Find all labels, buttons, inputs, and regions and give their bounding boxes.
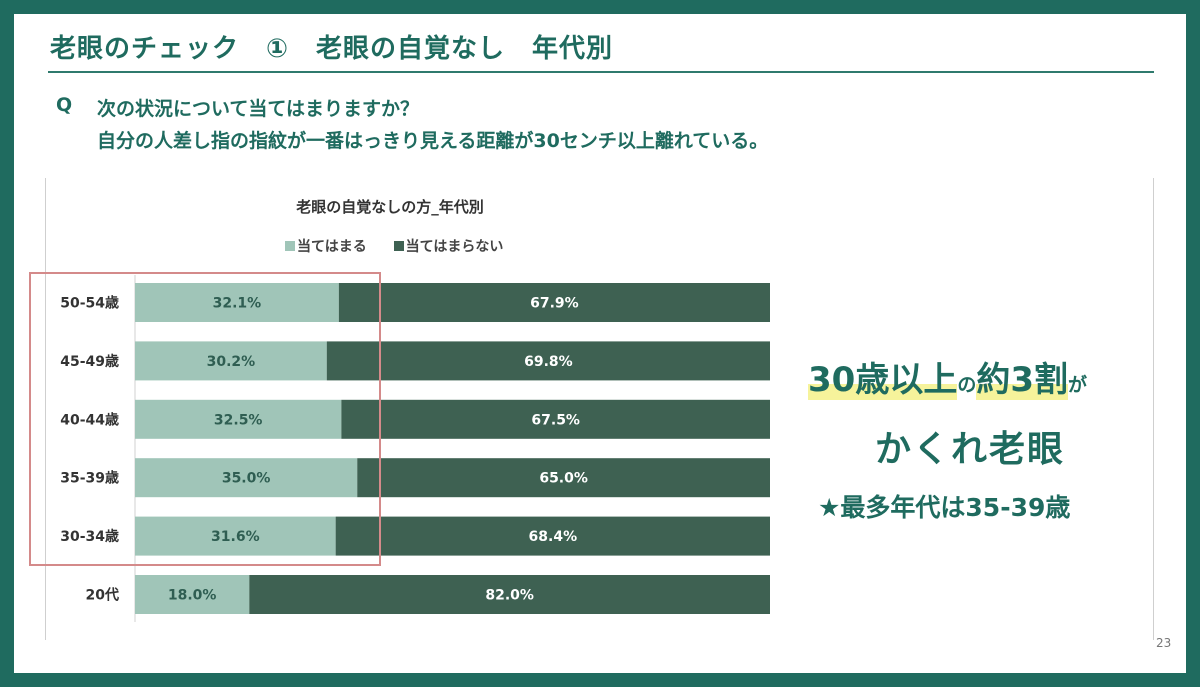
data-label-not-applies: 82.0% <box>485 588 534 604</box>
callout-particle-ga: が <box>1068 374 1088 396</box>
category-label: 40-44歳 <box>60 411 119 428</box>
question-line-2: 自分の人差し指の指紋が一番はっきり見える距離が30センチ以上離れている。 <box>97 130 769 152</box>
data-label-not-applies: 68.4% <box>529 529 578 545</box>
category-label: 20代 <box>86 587 119 604</box>
question-line-1: 次の状況について当てはまりますか？ <box>97 98 420 120</box>
data-label-not-applies: 67.5% <box>531 412 580 428</box>
legend-item-not-applies: 当てはまらない <box>393 239 504 255</box>
bar-segment-not-applies <box>335 516 770 556</box>
bar-segment-not-applies <box>341 399 770 439</box>
panel-border-left <box>45 178 46 640</box>
page-number: 23 <box>1156 636 1172 650</box>
data-label-not-applies: 65.0% <box>539 471 588 487</box>
bar-segment-not-applies <box>249 575 771 614</box>
legend-swatch-not-applies <box>393 241 404 251</box>
data-label-applies: 32.1% <box>213 296 262 312</box>
data-label-applies: 35.0% <box>222 471 271 487</box>
callout-particle-no: の <box>957 374 977 396</box>
panel-border-right <box>1153 178 1154 640</box>
category-label: 50-54歳 <box>60 295 119 312</box>
title-divider <box>48 71 1154 73</box>
callout-headline: 30歳以上の約3割が <box>808 352 1087 401</box>
bar-segment-not-applies <box>326 341 770 381</box>
bar-segment-applies <box>135 458 358 498</box>
chart-title: 老眼の自覚なしの方_年代別 <box>296 198 484 216</box>
data-label-applies: 32.5% <box>214 412 263 428</box>
bar-segment-applies <box>135 399 342 439</box>
bar-segment-applies <box>135 283 339 322</box>
data-label-applies: 30.2% <box>207 354 256 370</box>
callout-hidden-presbyopia: かくれ老眼 <box>874 429 1065 470</box>
question-label: Q <box>56 94 73 116</box>
category-label: 30-34歳 <box>60 528 119 545</box>
bar-segment-not-applies <box>357 458 770 498</box>
callout-age: 30歳以上 <box>808 360 958 400</box>
data-label-applies: 31.6% <box>211 529 260 545</box>
data-label-not-applies: 69.8% <box>524 354 573 370</box>
category-label: 35-39歳 <box>60 470 119 487</box>
data-label-not-applies: 67.9% <box>530 296 579 312</box>
highlight-box-30s-plus <box>29 272 381 566</box>
bar-segment-applies <box>135 341 327 381</box>
legend-item-applies: 当てはまる <box>285 239 372 255</box>
bar-segment-not-applies <box>338 283 770 322</box>
legend-label-not-applies: 当てはまらない <box>405 239 504 255</box>
callout-ratio: 約3割 <box>976 360 1069 400</box>
slide-title: 老眼のチェック ① 老眼の自覚なし 年代別 <box>50 34 614 64</box>
category-label: 45-49歳 <box>60 353 119 370</box>
legend-label-applies: 当てはまる <box>297 239 367 255</box>
callout-peak-age: ★最多年代は35-39歳 <box>818 493 1071 522</box>
bar-segment-applies <box>135 516 336 556</box>
bar-segment-applies <box>135 575 250 614</box>
legend-swatch-applies <box>285 241 295 251</box>
chart-legend: 当てはまる 当てはまらない <box>285 236 525 256</box>
data-label-applies: 18.0% <box>168 588 217 604</box>
